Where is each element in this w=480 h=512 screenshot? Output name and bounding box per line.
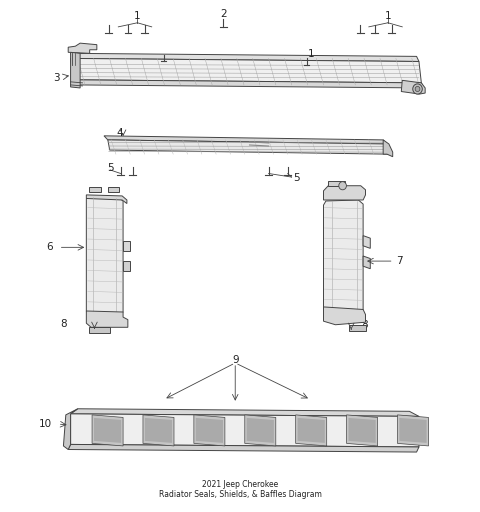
Polygon shape [399,418,427,443]
Polygon shape [296,415,327,446]
Polygon shape [86,196,123,316]
Polygon shape [94,418,121,443]
Text: 3: 3 [53,73,60,83]
Text: 8: 8 [60,319,67,329]
Polygon shape [401,80,425,94]
Polygon shape [123,241,130,251]
Polygon shape [324,186,365,200]
Text: 1: 1 [384,11,391,20]
Text: 8: 8 [362,320,368,330]
Polygon shape [71,414,419,447]
Text: 5: 5 [293,173,300,183]
Polygon shape [145,418,172,443]
Polygon shape [348,418,376,443]
Text: 1: 1 [134,11,141,20]
Polygon shape [123,261,130,271]
Text: 1: 1 [308,49,315,59]
Circle shape [415,87,420,92]
Polygon shape [68,43,97,53]
Polygon shape [324,307,365,325]
Text: 5: 5 [107,163,113,173]
Polygon shape [108,140,389,154]
Polygon shape [71,58,421,83]
Polygon shape [298,418,325,443]
Polygon shape [71,52,80,88]
Text: 4: 4 [117,128,123,138]
Polygon shape [347,415,378,446]
Text: 7: 7 [396,256,403,266]
Polygon shape [104,136,387,144]
Circle shape [339,182,347,190]
Polygon shape [73,80,424,88]
Polygon shape [108,187,119,193]
Polygon shape [363,256,370,269]
Polygon shape [194,415,225,446]
Text: 2021 Jeep Cherokee
Radiator Seals, Shields, & Baffles Diagram: 2021 Jeep Cherokee Radiator Seals, Shiel… [158,480,322,499]
Text: 9: 9 [232,355,239,366]
Polygon shape [89,187,101,193]
Polygon shape [89,327,110,333]
Polygon shape [383,140,393,157]
Text: 2: 2 [220,9,227,19]
Polygon shape [86,311,128,327]
Polygon shape [71,409,419,416]
Polygon shape [71,53,419,61]
Polygon shape [92,415,123,446]
Polygon shape [143,415,174,446]
Polygon shape [86,195,127,204]
Polygon shape [68,444,419,452]
Polygon shape [247,418,274,443]
Text: 6: 6 [46,242,52,252]
Polygon shape [196,418,223,443]
Polygon shape [63,409,78,450]
Circle shape [413,84,422,94]
Polygon shape [245,415,276,446]
Text: 10: 10 [39,419,52,429]
Polygon shape [363,236,370,248]
Polygon shape [349,325,365,331]
Polygon shape [397,415,429,446]
Polygon shape [328,181,345,186]
Polygon shape [324,200,363,313]
